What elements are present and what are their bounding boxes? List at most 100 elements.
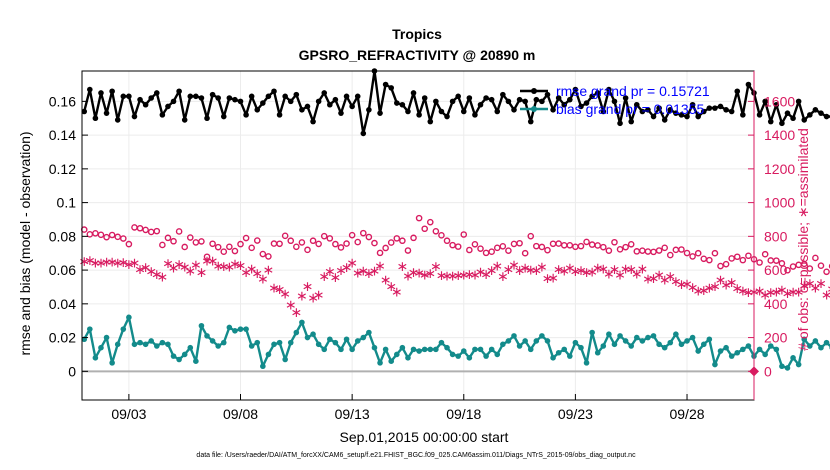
rmse-point — [327, 101, 333, 108]
bias-point — [600, 343, 607, 349]
x-tick-label: 09/03 — [111, 406, 146, 422]
rmse-point — [633, 101, 640, 108]
rmse-point — [500, 91, 506, 98]
obs-possible-point — [733, 253, 741, 261]
rmse-point — [131, 113, 138, 120]
rmse-point — [684, 113, 690, 120]
obs-assimilated-point: ∗ — [134, 262, 146, 278]
bias-point — [527, 346, 534, 353]
left-tick-label: 0.1 — [57, 195, 77, 211]
bias-point — [589, 329, 595, 336]
obs-assimilated-point: ∗ — [698, 283, 710, 299]
bias-point — [449, 351, 456, 358]
rmse-point — [472, 112, 478, 118]
obs-possible-point — [326, 235, 334, 242]
obs-assimilated-point: ∗ — [330, 270, 342, 286]
bias-point — [516, 343, 523, 349]
rmse-point — [293, 91, 300, 98]
obs-possible-point — [800, 260, 808, 268]
obs-possible-point — [823, 268, 830, 276]
obs-assimilated-point: ∗ — [352, 265, 364, 281]
rmse-point — [399, 101, 406, 108]
bias-point — [170, 353, 177, 359]
obs-assimilated-point: ∗ — [508, 258, 520, 274]
bias-point — [818, 344, 824, 351]
right-y-axis: 0 200 400 600 800 1000 1200 1400 1600 — [748, 71, 795, 400]
bias-point — [578, 344, 584, 351]
obs-possible-point — [203, 253, 211, 261]
left-y-axis: 0 0.02 0.04 0.06 0.08 0.1 0.12 0.14 0.16 — [49, 93, 88, 379]
obs-assimilated-point: ∗ — [715, 273, 727, 289]
obs-assimilated-point: ∗ — [151, 267, 163, 283]
obs-assimilated-point: ∗ — [251, 266, 263, 282]
rmse-point — [204, 115, 210, 122]
obs-assimilated-point: ∗ — [804, 276, 816, 292]
bias-point — [393, 351, 400, 358]
obs-assimilated-point: ∗ — [436, 268, 448, 284]
obs-assimilated-point: ∗ — [95, 256, 107, 272]
obs-possible-point — [332, 240, 339, 248]
obs-possible-point — [739, 256, 747, 264]
bias-point — [193, 358, 199, 364]
rmse-point — [673, 110, 679, 116]
obs-assimilated-point: ∗ — [263, 263, 275, 279]
bias-point — [500, 341, 506, 348]
rmse-point — [550, 107, 556, 113]
rmse-point — [187, 93, 194, 100]
obs-possible-point — [298, 239, 306, 246]
rmse-point — [522, 98, 528, 105]
rmse-point — [645, 107, 651, 113]
obs-assimilated-point: ∗ — [313, 288, 325, 304]
obs-possible-point — [226, 243, 233, 251]
obs-assimilated-point: ∗ — [720, 277, 732, 293]
obs-assimilated-point: ∗ — [290, 305, 302, 321]
obs-assimilated-point: ∗ — [731, 281, 743, 297]
rmse-point — [81, 108, 88, 115]
x-tick-label: 09/23 — [558, 406, 593, 422]
obs-assimilated-point: ∗ — [620, 261, 632, 277]
y-axis-label-right: # of obs: o=possible; ∗=assimilated — [795, 128, 811, 351]
obs-possible-point — [410, 234, 417, 242]
obs-assimilated-point: ∗ — [564, 261, 576, 277]
rmse-point — [377, 110, 383, 116]
obs-assimilated-point: ∗ — [84, 253, 96, 269]
bias-point — [126, 314, 132, 321]
bias-point — [773, 346, 780, 353]
bias-point — [382, 346, 389, 353]
bias-point — [315, 341, 322, 348]
rmse-point — [695, 113, 701, 120]
bias-line — [83, 316, 830, 370]
bias-point — [645, 334, 651, 341]
right-tick-label: 1600 — [764, 93, 795, 109]
bias-point — [511, 333, 517, 339]
rmse-point — [578, 103, 584, 110]
bias-point — [388, 358, 395, 364]
obs-assimilated-point: ∗ — [129, 255, 141, 271]
obs-possible-point — [784, 266, 791, 274]
obs-possible-point — [666, 251, 674, 259]
bias-point — [639, 338, 646, 344]
bias-point — [779, 363, 785, 370]
obs-possible-point — [248, 244, 255, 252]
bias-point — [377, 360, 383, 366]
right-tick-label: 0 — [764, 363, 772, 379]
data-file-footnote: data file: /Users/raeder/DAI/ATM_forcXX/… — [196, 452, 636, 459]
obs-assimilated-point: ∗ — [631, 267, 643, 283]
obs-assimilated-point: ∗ — [491, 259, 503, 275]
obs-possible-point — [153, 227, 161, 235]
x-axis-label: Sep.01,2015 00:00:00 start — [340, 429, 509, 445]
obs-possible-point — [360, 229, 367, 237]
obs-assimilated-point: ∗ — [101, 254, 113, 270]
bias-point — [349, 346, 355, 353]
rmse-point — [170, 98, 177, 105]
obs-possible-point — [270, 240, 278, 247]
obs-assimilated-point: ∗ — [335, 263, 347, 279]
obs-assimilated-point: ∗ — [374, 259, 386, 275]
rmse-point — [511, 107, 517, 113]
obs-assimilated-point: ∗ — [821, 288, 830, 304]
rmse-point — [555, 95, 562, 101]
x-tick-label: 09/13 — [335, 406, 370, 422]
bias-point — [561, 346, 568, 353]
left-tick-label: 0.12 — [49, 161, 76, 177]
obs-assimilated-point: ∗ — [123, 257, 135, 273]
